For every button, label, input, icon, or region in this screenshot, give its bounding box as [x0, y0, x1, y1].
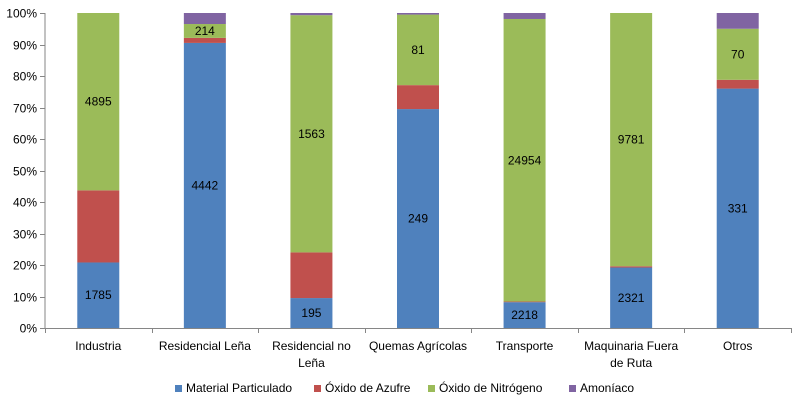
bar-segment: [716, 13, 759, 29]
data-label: 2218: [511, 308, 538, 322]
y-tick-label: 0%: [20, 322, 38, 336]
x-category-label: Transporte: [496, 339, 554, 353]
bar-segment: [397, 109, 439, 328]
data-label: 249: [408, 212, 428, 226]
bar-segment: [610, 266, 653, 268]
data-label: 4895: [85, 95, 112, 109]
data-label: 214: [195, 24, 215, 38]
bar-segment: [290, 15, 333, 253]
data-label: 331: [728, 201, 748, 215]
bar-segment: [77, 190, 120, 263]
y-tick-label: 50%: [13, 165, 37, 179]
y-tick-label: 10%: [13, 291, 37, 305]
legend-swatch: [314, 385, 321, 392]
data-label: 195: [301, 306, 321, 320]
y-tick-label: 70%: [13, 102, 37, 116]
x-category-label: Industria: [75, 339, 121, 353]
x-category-label: Otros: [723, 339, 752, 353]
axes: [40, 13, 792, 333]
y-tick-label: 80%: [13, 70, 37, 84]
y-tick-label: 100%: [6, 7, 37, 21]
legend-label: Óxido de Nitrógeno: [439, 380, 543, 395]
legend-swatch: [428, 385, 435, 392]
bar-segment: [77, 262, 120, 328]
legend-swatch: [175, 385, 182, 392]
legend: Material Particulado Óxido de Azufre Óxido…: [175, 380, 634, 395]
bar-segment: [77, 13, 120, 191]
x-axis-category-labels: Industria Residencial Leña Residencial no L…: [75, 339, 752, 370]
x-category-label: Maquinaria Fuera de Ruta: [584, 339, 678, 370]
bar-segment: [183, 24, 226, 38]
legend-label: Óxido de Azufre: [325, 380, 411, 395]
data-label: 1785: [85, 288, 112, 302]
legend-swatch: [569, 385, 576, 392]
y-tick-label: 60%: [13, 133, 37, 147]
data-label: 9781: [618, 133, 645, 147]
y-axis-tick-labels: 0% 10% 20% 30% 40% 50% 60% 70% 80% 90% 100%: [6, 7, 37, 336]
x-category-label: Quemas Agrícolas: [369, 339, 467, 353]
legend-label: Amoníaco: [580, 381, 634, 395]
bar-segment: [290, 298, 333, 328]
x-category-label: Residencial Leña: [159, 339, 251, 353]
data-label: 4442: [192, 178, 219, 192]
bar-segment: [716, 79, 759, 89]
data-labels: 1785 4895 4442 214 195 1563 249 81 2218 24954 2321…: [85, 24, 748, 322]
bar-segment: [183, 13, 226, 25]
bar-segment: [397, 14, 439, 86]
data-label: 70: [731, 47, 745, 61]
bars: [77, 13, 759, 329]
bar-segment: [183, 42, 226, 329]
bar-segment: [503, 301, 546, 303]
bar-segment: [610, 13, 653, 267]
data-label: 81: [411, 43, 425, 57]
bar-segment: [290, 252, 333, 299]
bar-segment: [397, 13, 439, 15]
bar-segment: [610, 267, 653, 328]
bar-segment: [503, 18, 546, 302]
data-label: 2321: [618, 291, 645, 305]
bar-segment: [716, 88, 759, 328]
y-tick-label: 90%: [13, 39, 37, 53]
bar-segment: [183, 37, 226, 43]
data-label: 24954: [508, 153, 542, 167]
bar-segment: [290, 13, 333, 16]
legend-label: Material Particulado: [186, 381, 292, 395]
x-category-label: Residencial no Leña: [272, 339, 351, 370]
y-tick-label: 30%: [13, 228, 37, 242]
bar-segment: [503, 302, 546, 328]
bar-segment: [397, 85, 439, 110]
y-tick-label: 20%: [13, 259, 37, 273]
bar-segment: [503, 13, 546, 19]
y-tick-label: 40%: [13, 196, 37, 210]
data-label: 1563: [298, 127, 325, 141]
bar-segment: [716, 28, 759, 80]
